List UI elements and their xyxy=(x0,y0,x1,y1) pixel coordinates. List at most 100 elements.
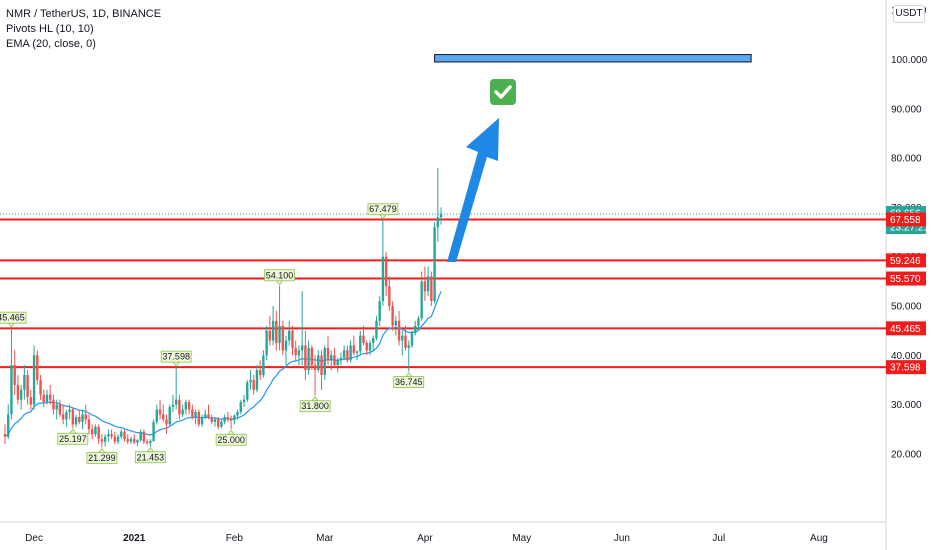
candle-body xyxy=(349,345,352,361)
candle-body xyxy=(26,375,29,398)
candle-body xyxy=(359,335,362,352)
candle-body xyxy=(7,414,10,437)
pivot-box xyxy=(215,433,247,446)
candle-body xyxy=(61,414,65,420)
candle-body xyxy=(103,436,107,442)
candle-body xyxy=(139,431,142,441)
target-zone[interactable] xyxy=(434,54,752,63)
pivot-box xyxy=(134,451,166,464)
price-tick-label: 20.000 xyxy=(891,449,922,460)
symbol-title[interactable]: NMR / TetherUS, 1D, BINANCE xyxy=(6,8,162,20)
candle-body xyxy=(81,414,84,422)
candle-body xyxy=(423,281,427,292)
time-tick-label: Aug xyxy=(810,533,828,544)
candle-body xyxy=(294,347,297,356)
candle-body xyxy=(191,409,194,417)
ema-indicator-label[interactable]: EMA (20, close, 0) xyxy=(6,38,96,50)
candle-body xyxy=(365,342,368,351)
time-tick-label: Feb xyxy=(226,533,244,544)
pivot-low-label: 25.000 xyxy=(215,429,247,446)
support-resistance-lines xyxy=(0,218,886,369)
candle-body xyxy=(323,347,326,376)
candle-body xyxy=(320,355,323,376)
pivot-value: 25.000 xyxy=(217,435,245,445)
candle-body xyxy=(91,429,94,435)
candle-body xyxy=(313,365,317,371)
candle-body xyxy=(249,379,252,383)
candle-body xyxy=(307,347,310,371)
candle-body xyxy=(291,330,294,348)
candle-body xyxy=(23,375,26,390)
level-price-badge: 55.570 xyxy=(886,271,926,286)
candle-body xyxy=(162,414,165,420)
time-tick-label: Apr xyxy=(417,533,433,544)
ema-line xyxy=(4,291,442,438)
pivot-value: 54.100 xyxy=(266,270,294,280)
candle-body xyxy=(401,335,404,341)
price-tick-label: 30.000 xyxy=(891,400,922,411)
candle-body xyxy=(226,416,230,420)
candle-body xyxy=(439,214,443,218)
candle-body xyxy=(13,365,16,385)
candle-body xyxy=(68,409,71,412)
candle-body xyxy=(297,350,301,356)
candle-body xyxy=(55,404,58,410)
candle-body xyxy=(45,394,49,403)
candle-body xyxy=(123,431,126,440)
pivot-box xyxy=(299,400,331,413)
candle-body xyxy=(78,416,81,422)
candle-body xyxy=(288,330,291,341)
time-axis-ticks: Dec 2021 Feb Mar Apr May Jun Jul Aug xyxy=(25,533,828,544)
candle-body xyxy=(65,411,68,420)
badge-background xyxy=(886,321,926,336)
candle-body xyxy=(168,407,171,425)
candle-body xyxy=(171,404,175,408)
candle-body xyxy=(36,355,39,380)
pivot-low-label: 21.453 xyxy=(134,447,166,464)
candle-body xyxy=(368,342,372,351)
candle-body xyxy=(3,434,7,437)
candle-body xyxy=(113,436,117,442)
candle-body xyxy=(223,416,226,422)
candle-body xyxy=(174,399,178,405)
price-tick-label: 100.000 xyxy=(891,55,928,66)
pivot-high-label: 37.598 xyxy=(160,350,192,367)
candle-body xyxy=(271,320,275,341)
candle-body xyxy=(304,345,307,371)
candle-body xyxy=(265,330,268,356)
badge-value: 37.598 xyxy=(890,363,921,374)
badge-value: 23:27:21 xyxy=(890,223,929,234)
pivot-value: 45.465 xyxy=(0,313,25,323)
candle-body xyxy=(207,414,210,418)
candle-body xyxy=(84,414,87,420)
currency-button[interactable]: USDT xyxy=(893,5,925,23)
pivot-value: 21.453 xyxy=(137,452,165,462)
candle-body xyxy=(333,355,336,366)
candle-body xyxy=(97,426,100,440)
candle-body xyxy=(116,436,120,442)
candle-body xyxy=(394,320,398,326)
candle-body xyxy=(420,281,423,319)
pivots-indicator-label[interactable]: Pivots HL (10, 10) xyxy=(6,23,94,35)
candle-body xyxy=(200,416,204,425)
target-zone-rect[interactable] xyxy=(434,54,752,63)
candle-body xyxy=(145,441,149,444)
candle-body xyxy=(317,355,320,371)
price-axis-badges: 68.65623:27:2167.55859.24655.57045.46537… xyxy=(886,206,929,375)
candle-body xyxy=(258,370,262,376)
candle-body xyxy=(239,402,242,412)
candle-body xyxy=(284,340,288,351)
up-arrow-drawing[interactable] xyxy=(447,118,499,262)
badge-value: 67.558 xyxy=(890,215,921,226)
time-tick-label: May xyxy=(512,533,531,544)
pivot-box xyxy=(86,452,118,464)
candle-body xyxy=(158,409,162,415)
candle-body xyxy=(126,439,129,442)
badge-background xyxy=(886,253,926,268)
candle-body xyxy=(397,320,401,341)
candle-body xyxy=(165,419,168,425)
pivot-box xyxy=(367,203,399,216)
